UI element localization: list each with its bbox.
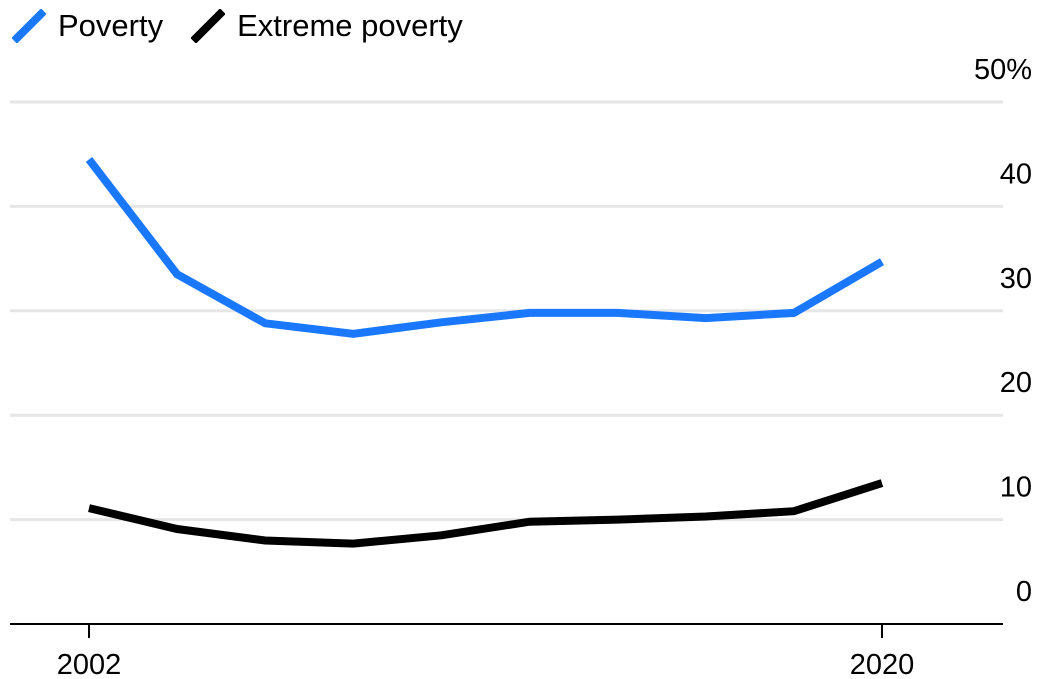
legend-item-extreme-poverty: Extreme poverty [191, 6, 463, 46]
series-line-extreme-poverty [88, 479, 884, 548]
x-tick-label-2011: 2020 [850, 649, 915, 679]
y-tick-label-10: 10 [1000, 472, 1032, 504]
y-tick-label-20: 20 [1000, 367, 1032, 399]
chart-legend: Poverty Extreme poverty [12, 4, 491, 48]
y-tick-label-50: 50% [974, 54, 1032, 86]
legend-label-extreme-poverty: Extreme poverty [237, 8, 463, 43]
series-line-poverty [85, 156, 885, 338]
x-tick-label-2002: 2002 [57, 649, 122, 679]
y-tick-label-40: 40 [1000, 158, 1032, 190]
legend-item-poverty: Poverty [12, 6, 163, 46]
y-tick-label-30: 30 [1000, 263, 1032, 295]
y-tick-label-0: 0 [1016, 576, 1032, 608]
legend-swatch-extreme-poverty [191, 9, 226, 43]
legend-label-poverty: Poverty [58, 8, 164, 43]
legend-swatch-poverty [12, 9, 46, 43]
